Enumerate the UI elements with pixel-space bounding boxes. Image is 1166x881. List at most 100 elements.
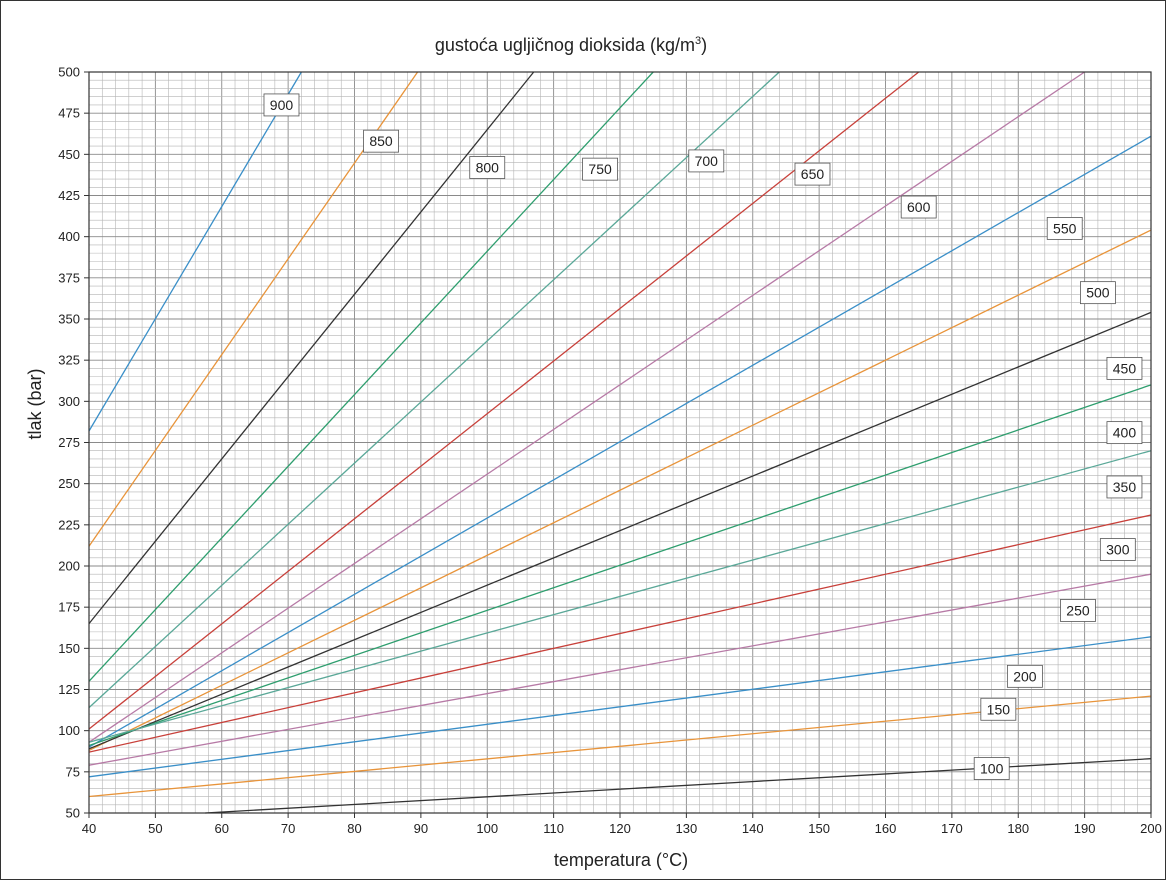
x-tick-label: 50 (148, 821, 162, 836)
curve-label-text: 800 (476, 160, 500, 176)
x-tick-label: 100 (476, 821, 498, 836)
y-tick-label: 200 (58, 559, 80, 574)
x-tick-label: 40 (82, 821, 96, 836)
chart-title-main: gustoća ugljičnog dioksida (kg/m (435, 35, 695, 55)
y-tick-label: 225 (58, 517, 80, 532)
curve-label-box (688, 149, 725, 173)
y-tick-label: 425 (58, 188, 80, 203)
series-line-250 (88, 573, 1152, 766)
curve-label-900: 900 (263, 93, 300, 117)
curve-label-300: 300 (1099, 538, 1136, 561)
y-tick-label: 500 (58, 65, 80, 80)
x-tick-label: 130 (676, 821, 698, 836)
x-axis-label: temperatura (°C) (554, 850, 688, 870)
series-line-150 (88, 695, 1152, 798)
curve-label-text: 400 (1113, 425, 1137, 441)
curve-label-box (1006, 664, 1043, 688)
curve-label-box (1106, 421, 1143, 445)
curve-label-text: 100 (980, 761, 1004, 777)
curve-label-text: 600 (907, 199, 931, 215)
series-line-200 (88, 636, 1152, 778)
series-line-450 (88, 311, 1152, 750)
curve-label-box (1046, 217, 1083, 240)
series-line-400 (88, 384, 1152, 747)
curve-label-box (1060, 599, 1096, 622)
curve-label-text: 650 (801, 166, 825, 182)
curve-label-800: 800 (469, 156, 506, 179)
x-tick-label: 170 (941, 821, 963, 836)
y-tick-label: 150 (58, 641, 80, 656)
y-tick-label: 250 (58, 476, 80, 491)
curve-label-box (1099, 538, 1136, 561)
y-axis-label: tlak (bar) (25, 368, 45, 439)
series-lines (88, 71, 1152, 814)
curve-label-400: 400 (1106, 421, 1143, 445)
y-tick-label: 475 (58, 106, 80, 121)
curve-label-100: 100 (973, 757, 1010, 780)
series-line-600 (88, 71, 1085, 743)
curve-label-550: 550 (1046, 217, 1083, 240)
y-tick-label: 325 (58, 353, 80, 368)
y-tick-label: 350 (58, 312, 80, 327)
x-tick-label: 150 (808, 821, 830, 836)
x-tick-label: 200 (1140, 821, 1162, 836)
curve-label-200: 200 (1006, 664, 1043, 688)
x-tick-label: 140 (742, 821, 764, 836)
curve-label-box (973, 757, 1010, 780)
series-line-550 (88, 135, 1152, 748)
series-line-300 (88, 514, 1152, 753)
y-tick-label: 100 (58, 723, 80, 738)
x-tick-label: 190 (1074, 821, 1096, 836)
curve-label-450: 450 (1106, 356, 1143, 380)
y-tick-label: 275 (58, 435, 80, 450)
chart-title: gustoća ugljičnog dioksida (kg/m3) (435, 35, 707, 55)
curve-label-box (1106, 356, 1143, 380)
chart-title-suffix: ) (701, 35, 707, 55)
curve-label-text: 850 (369, 133, 393, 149)
series-line-500 (88, 229, 1152, 751)
series-line-650 (88, 71, 920, 730)
curve-label-box (900, 195, 937, 219)
curve-label-text: 550 (1053, 220, 1077, 236)
y-tick-label: 175 (58, 600, 80, 615)
series-line-800 (88, 71, 535, 625)
curve-label-box (263, 93, 300, 117)
curve-label-850: 850 (363, 129, 399, 153)
x-tick-label: 110 (543, 821, 564, 836)
curve-labels: 900 850 800 750 700 650 600 550 500 450 400 350 300 2… (263, 93, 1143, 780)
curve-label-box (1080, 281, 1116, 305)
curve-label-box (1106, 475, 1143, 499)
curve-label-text: 700 (695, 153, 719, 169)
x-tick-label: 160 (875, 821, 897, 836)
curve-label-750: 750 (582, 157, 618, 181)
curve-label-text: 900 (270, 97, 294, 113)
curve-label-text: 200 (1013, 668, 1037, 684)
y-tick-label: 400 (58, 229, 80, 244)
curve-label-text: 450 (1113, 360, 1137, 376)
curve-label-text: 300 (1106, 542, 1130, 558)
curve-label-box (794, 162, 831, 186)
curve-label-350: 350 (1106, 475, 1143, 499)
series-line-350 (88, 450, 1152, 743)
x-tick-label: 180 (1007, 821, 1029, 836)
curve-label-text: 500 (1086, 285, 1110, 301)
curve-label-box (469, 156, 506, 179)
x-tick-label: 120 (609, 821, 631, 836)
x-tick-label: 70 (281, 821, 295, 836)
curve-label-text: 150 (987, 701, 1011, 717)
curve-label-250: 250 (1060, 599, 1096, 622)
x-tick-label: 80 (347, 821, 361, 836)
axes: 40 50 60 70 80 90 100 110 120 130 140 150 160 170 180 1… (58, 65, 1162, 837)
y-tick-label: 75 (66, 764, 80, 779)
curve-label-650: 650 (794, 162, 831, 186)
series-line-850 (88, 71, 419, 547)
curve-label-text: 350 (1113, 479, 1137, 495)
y-tick-label: 450 (58, 147, 80, 162)
y-tick-label: 125 (58, 682, 80, 697)
curve-label-box (582, 157, 618, 181)
curve-label-text: 250 (1066, 602, 1090, 618)
series-line-900 (88, 71, 302, 432)
y-tick-label: 300 (58, 394, 80, 409)
